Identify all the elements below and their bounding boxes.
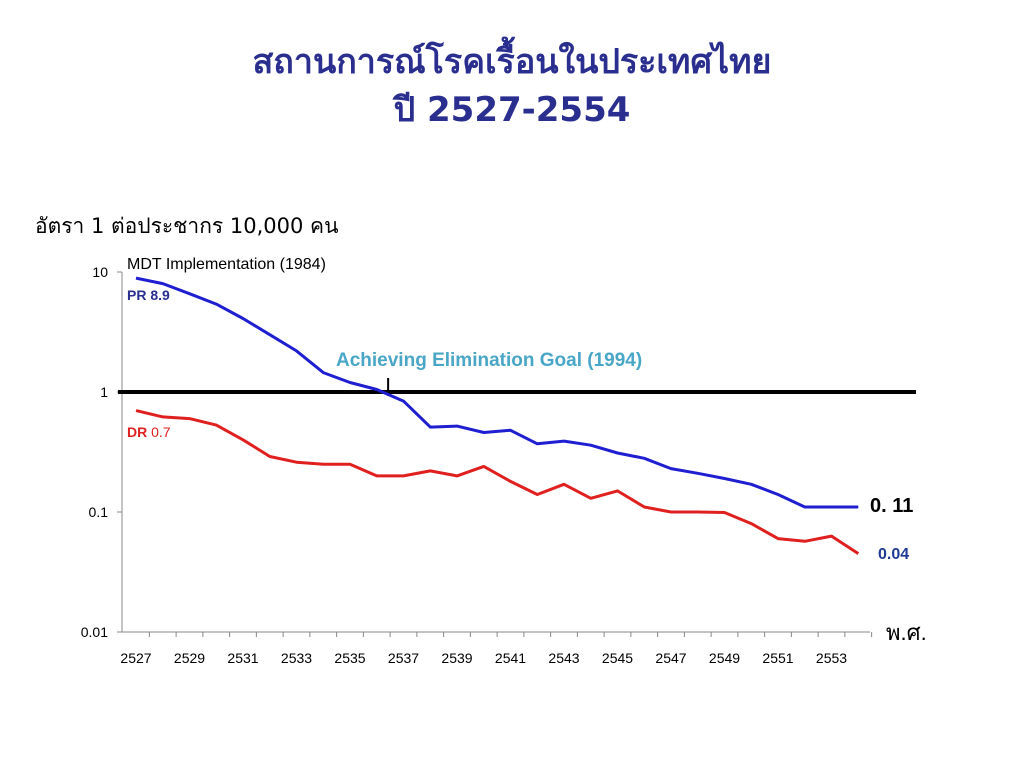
y-tick-labels: 10 1 0.1 0.01 — [81, 264, 108, 640]
y-tick-label: 0.1 — [89, 504, 109, 520]
x-tick-label: 2549 — [709, 650, 740, 666]
rate-label: อัตรา 1 ต่อประชากร 10,000 คน — [35, 214, 339, 238]
series-lines — [135, 276, 860, 555]
series-line-pr — [135, 276, 859, 509]
dr-series-name: DR — [127, 424, 151, 440]
series-line-dr — [135, 409, 860, 555]
x-tick-label: 2529 — [174, 650, 205, 666]
pr-start-label: PR 8.9 — [127, 287, 170, 303]
x-tick-label: 2547 — [655, 650, 686, 666]
x-tick-label: 2535 — [334, 650, 365, 666]
x-tick-label: 2551 — [762, 650, 793, 666]
chart-labels: MDT Implementation (1984) Achieving Elimi… — [127, 256, 927, 645]
y-tick-label: 0.01 — [81, 624, 108, 640]
x-tick-label: 2539 — [441, 650, 472, 666]
dr-end-label: 0.04 — [878, 546, 909, 563]
dr-start-label: DR 0.7 — [127, 424, 171, 440]
y-tick-label: 10 — [92, 264, 108, 280]
x-tick-label: 2531 — [227, 650, 258, 666]
x-axis-label: พ.ศ. — [886, 620, 927, 645]
x-tick-label: 2543 — [548, 650, 579, 666]
title-line-2: ปี 2527-2554 — [393, 90, 631, 130]
dr-start-value: 0.7 — [151, 424, 171, 440]
pr-start-value: 8.9 — [150, 287, 170, 303]
x-tick-label: 2527 — [120, 650, 151, 666]
title-line-1: สถานการณ์โรคเรื้อนในประเทศไทย — [252, 42, 772, 82]
x-tick-label: 2541 — [495, 650, 526, 666]
x-tick-label: 2553 — [816, 650, 847, 666]
x-tick-label: 2537 — [388, 650, 419, 666]
chart-axes — [117, 271, 916, 637]
mdt-annotation: MDT Implementation (1984) — [127, 256, 326, 273]
goal-annotation: Achieving Elimination Goal (1994) — [336, 350, 642, 371]
slide-title: สถานการณ์โรคเรื้อนในประเทศไทย ปี 2527-25… — [0, 38, 1024, 134]
x-tick-label: 2533 — [281, 650, 312, 666]
pr-end-label: 0. 11 — [870, 495, 913, 517]
x-tick-labels: 2527 2529 2531 2533 2535 2537 2539 2541 2543 2545… — [120, 650, 847, 666]
pr-series-name: PR — [127, 287, 150, 303]
y-tick-label: 1 — [100, 384, 108, 400]
x-tick-label: 2545 — [602, 650, 633, 666]
